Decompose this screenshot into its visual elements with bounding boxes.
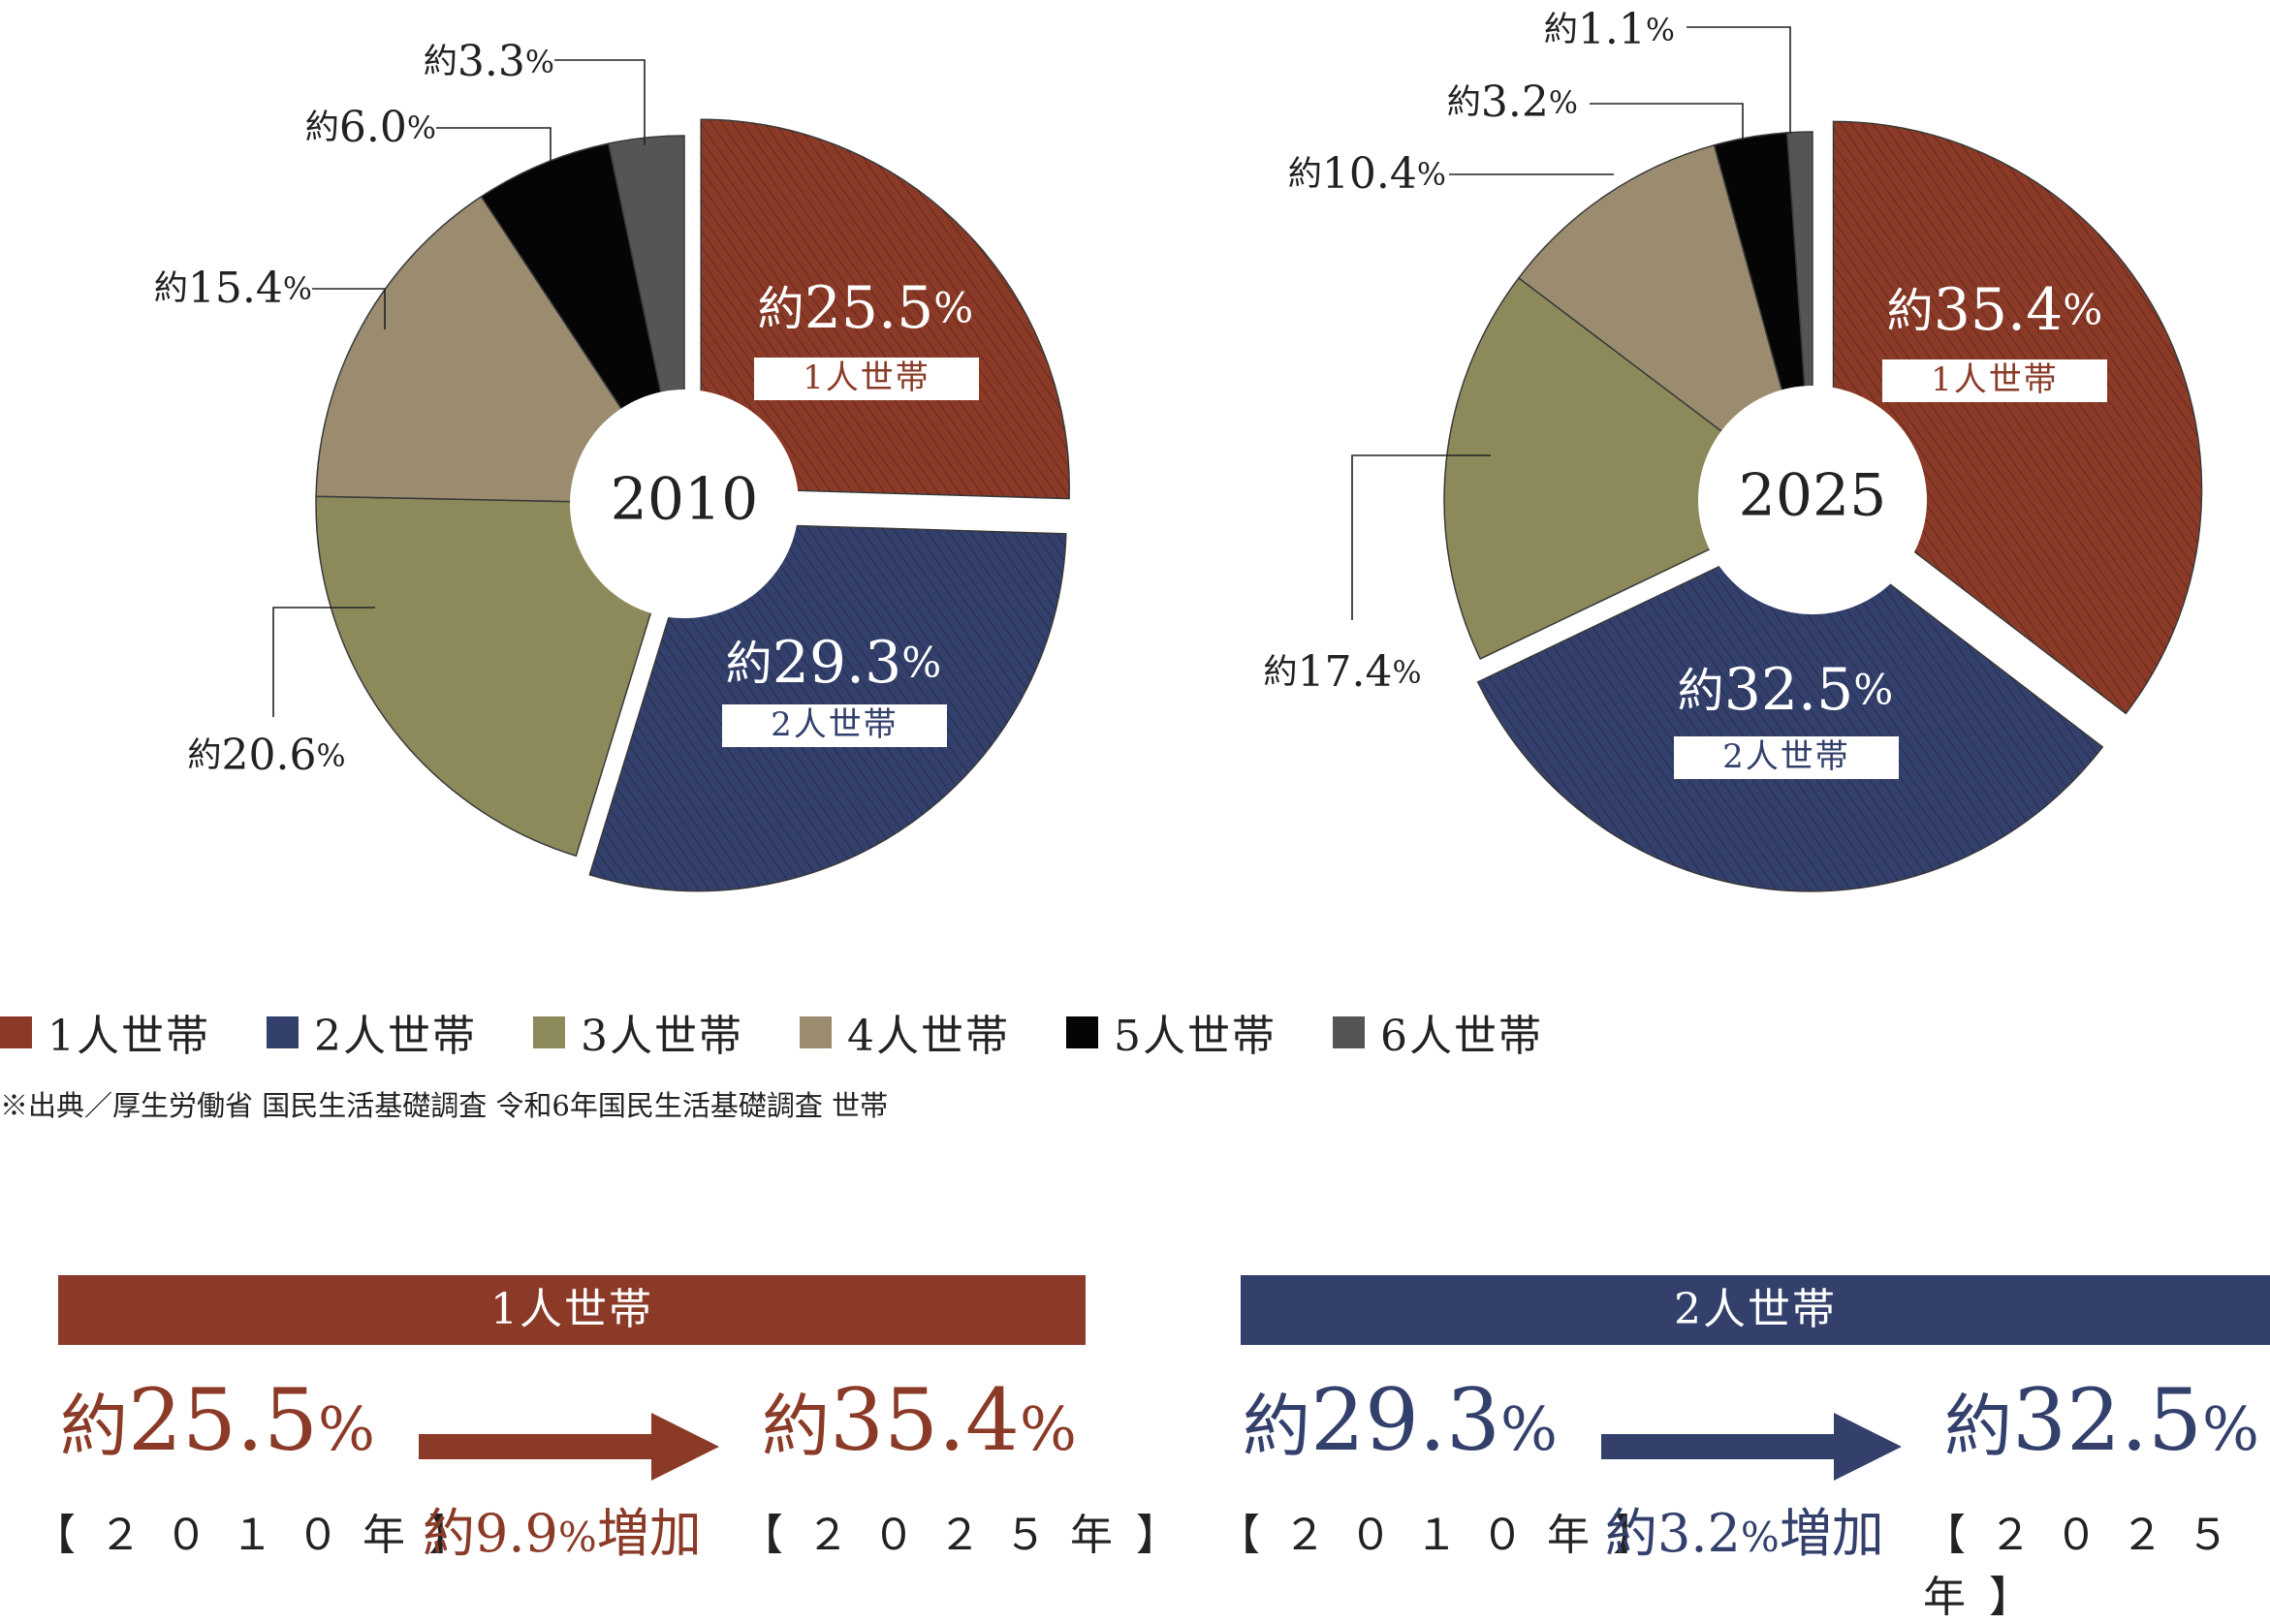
legend-item-1: 1人世帯: [0, 1001, 210, 1063]
source-note: ※出典／厚生労働省 国民生活基礎調査 令和6年国民生活基礎調査 世帯: [0, 1089, 889, 1122]
legend-label: 2人世帯: [314, 1012, 477, 1061]
percent-sign: %: [557, 1514, 597, 1561]
legend-item-4: 4人世帯: [800, 1001, 1010, 1063]
data-label: 約10.4%: [1288, 149, 1446, 199]
data-sublabel-box: [1882, 359, 2107, 402]
data-sublabel-box: [1674, 736, 1899, 779]
pie-slice-2: [1476, 521, 2104, 892]
data-sublabel-box: [722, 704, 947, 747]
leader-line: [312, 288, 386, 329]
data-label: 約1.1%: [1544, 5, 1675, 54]
percent-sign: %: [1740, 1514, 1780, 1561]
data-label: 約3.3%: [424, 37, 554, 86]
pie-center: [1698, 386, 1927, 614]
prefix: 約: [423, 1503, 475, 1564]
leader-line: [436, 127, 552, 161]
data-sublabel-box: [754, 358, 979, 400]
pie-center: [570, 390, 799, 618]
data-sublabel: 2人世帯: [1722, 737, 1850, 776]
summary-one-increase: 約9.9%増加: [423, 1490, 702, 1567]
suffix: 増加: [1779, 1503, 1884, 1564]
legend-swatch: [1333, 1015, 1365, 1048]
pie-slice-4: [1517, 143, 1814, 502]
data-label: 約3.2%: [1447, 78, 1578, 127]
summary-two-to-year: 【２０２５年】: [1923, 1511, 2253, 1622]
percent-sign: %: [1499, 1393, 1558, 1464]
prefix: 約: [1605, 1503, 1657, 1564]
prefix: 約: [762, 1387, 830, 1466]
summary-two-to: 約32.5%: [1944, 1374, 2259, 1476]
legend-item-6: 6人世帯: [1333, 1001, 1543, 1063]
legend-swatch: [1066, 1015, 1098, 1048]
summary-one-to: 約35.4%: [762, 1374, 1077, 1476]
data-sublabel: 2人世帯: [771, 705, 899, 744]
legend-label: 4人世帯: [847, 1012, 1010, 1061]
value: 29.3: [1310, 1370, 1500, 1470]
pie-slice-1: [1832, 120, 2203, 715]
leader-line: [1351, 454, 1491, 620]
legend-item-5: 5人世帯: [1066, 1001, 1277, 1063]
value: 9.9: [475, 1503, 558, 1564]
data-label: 約32.5%: [1678, 656, 1894, 724]
summary-two-from-year: 【２０１０年】: [1217, 1511, 1679, 1560]
pie-slice-4: [315, 195, 686, 505]
leader-line: [1687, 26, 1791, 134]
data-sublabel: 1人世帯: [1931, 360, 2059, 399]
suffix: 増加: [596, 1503, 702, 1564]
pie-center-label: 2025: [1739, 462, 1887, 530]
data-label: 約29.3%: [726, 629, 942, 697]
summary-banner-one: 1人世帯: [58, 1275, 1086, 1345]
data-label: 約25.5%: [758, 274, 974, 342]
legend-swatch: [800, 1015, 832, 1048]
summary-two-increase: 約3.2%増加: [1605, 1490, 1884, 1567]
legend-swatch: [533, 1015, 565, 1048]
value: 35.4: [830, 1370, 1020, 1470]
prefix: 約: [1243, 1387, 1310, 1466]
leader-line: [554, 59, 646, 145]
prefix: 約: [1944, 1387, 2012, 1466]
value: 3.2: [1657, 1503, 1741, 1564]
summary-banner-two: 2人世帯: [1241, 1275, 2270, 1345]
summary-one-from: 約25.5%: [60, 1374, 375, 1476]
legend-label: 5人世帯: [1114, 1012, 1277, 1061]
percent-sign: %: [2201, 1393, 2259, 1464]
data-label: 約6.0%: [305, 103, 436, 152]
percent-sign: %: [317, 1393, 375, 1464]
value: 32.5: [2012, 1370, 2202, 1470]
legend-label: 1人世帯: [47, 1012, 210, 1061]
legend: 1人世帯 2人世帯 3人世帯 4人世帯 5人世帯 6人世帯: [0, 1001, 1599, 1063]
pie-slice-1: [700, 118, 1070, 500]
percent-sign: %: [1019, 1393, 1077, 1464]
pie-slice-3: [315, 495, 686, 858]
data-sublabel: 1人世帯: [803, 359, 930, 397]
leader-line: [1590, 103, 1744, 141]
legend-swatch: [0, 1015, 32, 1048]
legend-label: 3人世帯: [581, 1012, 743, 1061]
value: 25.5: [128, 1370, 318, 1470]
arrow-icon: [1601, 1413, 1902, 1481]
data-label: 約35.4%: [1887, 276, 2103, 344]
summary-one-to-year: 【２０２５年】: [741, 1511, 1202, 1560]
pie-center-label: 2010: [611, 466, 759, 534]
legend-swatch: [267, 1015, 299, 1048]
legend-item-2: 2人世帯: [267, 1001, 477, 1063]
data-label: 約15.4%: [154, 264, 312, 313]
arrow-icon: [419, 1413, 719, 1481]
summary-two-from: 約29.3%: [1243, 1374, 1558, 1476]
pie-charts: 2010約25.5%1人世帯約29.3%2人世帯約20.6%約15.4%約6.0…: [154, 5, 2203, 892]
data-label: 約17.4%: [1263, 647, 1421, 697]
legend-label: 6人世帯: [1380, 1012, 1543, 1061]
data-label: 約20.6%: [187, 731, 345, 780]
legend-item-3: 3人世帯: [533, 1001, 743, 1063]
prefix: 約: [60, 1387, 128, 1466]
pie-slice-3: [1443, 276, 1814, 660]
leader-line: [272, 607, 375, 717]
summary-one-from-year: 【２０１０年】: [33, 1511, 494, 1560]
